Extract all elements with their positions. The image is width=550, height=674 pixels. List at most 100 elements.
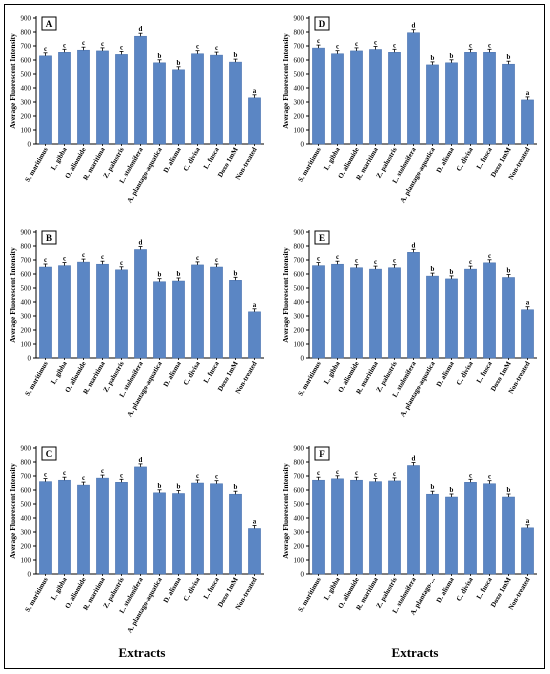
bar — [191, 482, 204, 575]
y-tick-label: 500 — [21, 71, 32, 79]
significance-letter: b — [234, 269, 238, 277]
bar — [369, 49, 382, 145]
significance-letter: b — [234, 51, 238, 59]
y-tick-label: 200 — [21, 327, 32, 335]
y-tick-label: 400 — [294, 299, 305, 307]
bar — [407, 465, 420, 575]
x-axis-label-left: Extracts — [118, 645, 166, 660]
chart-panel-f: 0 100 200 300 400 500 600 700 800 900 Average Fluo… — [281, 445, 537, 617]
bar — [445, 496, 458, 575]
significance-letter: d — [139, 239, 143, 247]
panel-label-box — [41, 16, 57, 31]
y-tick-label: 700 — [21, 473, 32, 481]
significance-letter: b — [158, 482, 162, 490]
x-tick-label: A. plantago-aquatica — [398, 360, 436, 419]
panel-label-box — [314, 16, 330, 31]
x-tick-label: C. divisa — [182, 360, 202, 387]
y-tick-label: 0 — [28, 571, 32, 579]
significance-letter: a — [253, 518, 257, 526]
bar — [521, 99, 534, 145]
significance-letter: b — [431, 265, 435, 273]
x-tick-label: S. maritimus — [297, 360, 323, 398]
x-tick-label: L. fusca — [202, 360, 221, 385]
bar — [312, 265, 325, 359]
bar — [134, 35, 147, 145]
significance-letter: b — [507, 53, 511, 61]
bar — [153, 62, 166, 145]
bar — [445, 62, 458, 145]
x-tick-label: C. divisa — [455, 360, 475, 387]
y-tick-label: 700 — [294, 473, 305, 481]
significance-letter: c — [336, 253, 339, 261]
significance-letter: c — [44, 45, 47, 53]
figure-frame — [4, 4, 545, 669]
bar — [153, 492, 166, 575]
significance-letter: d — [139, 456, 143, 464]
bar — [134, 249, 147, 359]
y-tick-label: 800 — [21, 459, 32, 467]
chart-panel-c: 0 100 200 300 400 500 600 700 800 900 Average Fluo… — [8, 445, 264, 635]
bar — [331, 478, 344, 575]
x-tick-label: D. alisma — [162, 360, 183, 389]
y-tick-label: 300 — [21, 99, 32, 107]
x-tick-label: L. gibba — [49, 146, 69, 172]
x-tick-label: L. fusca — [475, 146, 494, 171]
bar — [350, 267, 363, 359]
significance-letter: c — [215, 256, 218, 264]
y-tick-label: 700 — [21, 257, 32, 265]
x-tick-label: C. divisa — [182, 576, 202, 603]
bar — [191, 264, 204, 359]
bar — [312, 47, 325, 145]
x-tick-label: D. alisma — [435, 146, 456, 175]
panel-label: A — [46, 19, 53, 29]
bar — [502, 63, 515, 145]
y-tick-label: 900 — [294, 445, 305, 453]
significance-letter: c — [215, 44, 218, 52]
panel-label-box — [41, 446, 57, 461]
significance-letter: c — [196, 254, 199, 262]
y-tick-label: 700 — [21, 43, 32, 51]
bar — [210, 54, 223, 145]
significance-letter: c — [374, 471, 377, 479]
x-tick-label: A. plantago-aquatica — [398, 146, 436, 205]
panel-label: F — [319, 449, 325, 459]
bar — [77, 261, 90, 359]
bar — [96, 477, 109, 575]
y-axis-label: Average Fluorescent Intensity — [8, 463, 17, 559]
bar — [115, 269, 128, 359]
y-tick-label: 200 — [294, 327, 305, 335]
significance-letter: c — [336, 43, 339, 51]
y-axis-label: Average Fluorescent Intensity — [8, 247, 17, 343]
y-tick-label: 500 — [21, 501, 32, 509]
bar — [350, 50, 363, 145]
y-tick-label: 0 — [28, 355, 32, 363]
x-tick-label: S. maritimus — [24, 576, 50, 614]
significance-letter: c — [469, 41, 472, 49]
bar — [210, 266, 223, 359]
bar — [229, 280, 242, 359]
bar — [153, 281, 166, 359]
significance-letter: c — [44, 471, 47, 479]
y-tick-label: 300 — [21, 529, 32, 537]
significance-letter: b — [177, 483, 181, 491]
bar — [229, 493, 242, 575]
chart-panel-b: 0 100 200 300 400 500 600 700 800 900 Average Fluo… — [8, 229, 264, 418]
panel-label-box — [41, 230, 57, 245]
y-tick-label: 500 — [294, 285, 305, 293]
significance-letter: c — [120, 471, 123, 479]
bar — [248, 528, 261, 575]
x-tick-label: C. divisa — [182, 146, 202, 173]
y-tick-label: 500 — [294, 71, 305, 79]
y-tick-label: 300 — [294, 313, 305, 321]
x-tick-label: A. plantago-aquatica — [125, 576, 163, 635]
bar — [502, 496, 515, 575]
y-tick-label: 900 — [21, 445, 32, 453]
x-tick-label: L. fusca — [202, 146, 221, 171]
bar — [369, 481, 382, 575]
significance-letter: c — [393, 257, 396, 265]
significance-letter: c — [317, 469, 320, 477]
significance-letter: b — [177, 59, 181, 67]
significance-letter: b — [450, 268, 454, 276]
y-tick-label: 400 — [21, 299, 32, 307]
significance-letter: b — [431, 54, 435, 62]
